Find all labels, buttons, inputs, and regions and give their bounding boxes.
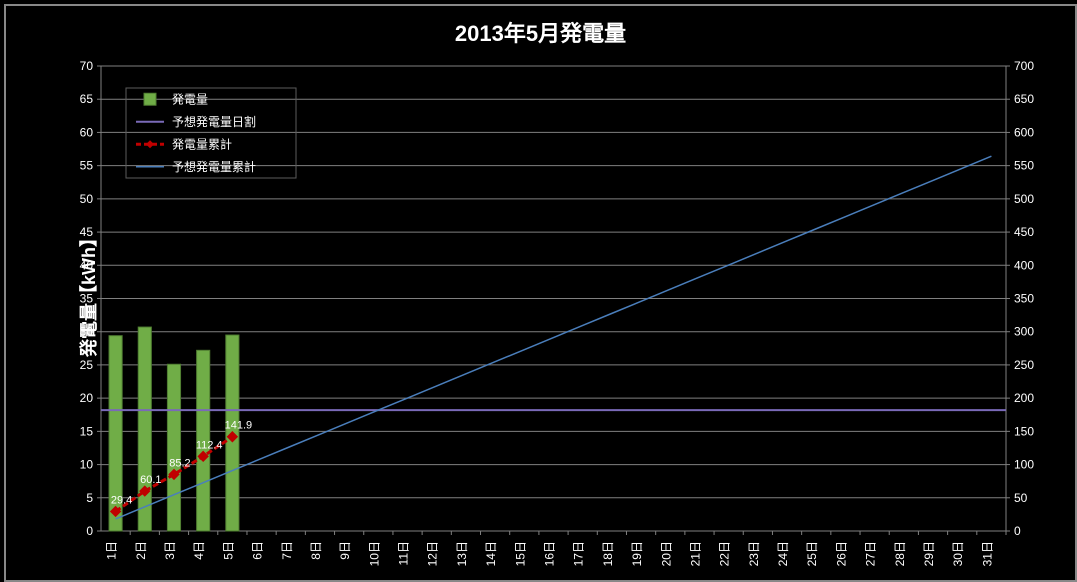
svg-text:13日: 13日 — [455, 541, 469, 566]
svg-text:350: 350 — [1014, 292, 1034, 306]
chart-frame: 2013年5月発電量 発電量【kWh】 05101520253035404550… — [4, 4, 1077, 582]
svg-text:15日: 15日 — [513, 541, 527, 566]
svg-text:100: 100 — [1014, 458, 1034, 472]
svg-text:500: 500 — [1014, 192, 1034, 206]
svg-text:15: 15 — [80, 424, 94, 438]
svg-text:発電量: 発電量 — [172, 92, 208, 106]
svg-text:31日: 31日 — [980, 541, 994, 566]
svg-text:55: 55 — [80, 159, 94, 173]
svg-text:23日: 23日 — [747, 541, 761, 566]
svg-text:10日: 10日 — [367, 541, 381, 566]
svg-text:1日: 1日 — [105, 541, 119, 560]
bar — [138, 327, 151, 531]
svg-text:25日: 25日 — [805, 541, 819, 566]
svg-text:35: 35 — [80, 292, 94, 306]
svg-text:550: 550 — [1014, 159, 1034, 173]
svg-text:19日: 19日 — [630, 541, 644, 566]
svg-text:予想発電量累計: 予想発電量累計 — [172, 159, 256, 174]
svg-text:30: 30 — [80, 325, 94, 339]
chart-svg: 0510152025303540455055606570050100150200… — [6, 6, 1075, 580]
cumulative-label: 112.4 — [196, 439, 223, 451]
svg-text:40: 40 — [80, 258, 94, 272]
svg-text:20日: 20日 — [659, 541, 673, 566]
svg-text:6日: 6日 — [251, 541, 265, 560]
svg-text:18日: 18日 — [601, 541, 615, 566]
svg-text:14日: 14日 — [484, 541, 498, 566]
svg-text:60: 60 — [80, 125, 94, 139]
svg-text:22日: 22日 — [718, 541, 732, 566]
svg-text:3日: 3日 — [163, 541, 177, 560]
svg-text:11日: 11日 — [397, 541, 411, 565]
svg-text:16日: 16日 — [543, 541, 557, 566]
svg-text:17日: 17日 — [572, 541, 586, 566]
svg-text:12日: 12日 — [426, 541, 440, 566]
svg-text:予想発電量日割: 予想発電量日割 — [172, 114, 256, 129]
svg-text:0: 0 — [86, 524, 93, 538]
svg-text:0: 0 — [1014, 524, 1021, 538]
svg-text:50: 50 — [80, 192, 94, 206]
svg-text:30日: 30日 — [951, 541, 965, 566]
svg-text:26日: 26日 — [834, 541, 848, 566]
cumulative-label: 85.2 — [169, 457, 190, 469]
svg-text:65: 65 — [80, 92, 94, 106]
svg-text:150: 150 — [1014, 424, 1034, 438]
svg-text:4日: 4日 — [192, 541, 206, 560]
svg-text:50: 50 — [1014, 491, 1028, 505]
svg-text:300: 300 — [1014, 325, 1034, 339]
svg-text:70: 70 — [80, 59, 94, 73]
svg-text:2日: 2日 — [134, 541, 148, 560]
svg-text:9日: 9日 — [338, 541, 352, 560]
svg-text:24日: 24日 — [776, 541, 790, 566]
svg-text:7日: 7日 — [280, 541, 294, 560]
svg-text:28日: 28日 — [893, 541, 907, 566]
svg-text:20: 20 — [80, 391, 94, 405]
svg-text:700: 700 — [1014, 59, 1034, 73]
svg-text:21日: 21日 — [688, 541, 702, 566]
svg-text:5: 5 — [86, 491, 93, 505]
cumulative-label: 141.9 — [225, 420, 253, 432]
svg-text:8日: 8日 — [309, 541, 323, 560]
bar — [167, 364, 180, 531]
cumulative-label: 60.1 — [140, 474, 161, 486]
svg-text:400: 400 — [1014, 258, 1034, 272]
svg-text:発電量累計: 発電量累計 — [172, 136, 232, 151]
svg-text:200: 200 — [1014, 391, 1034, 405]
svg-text:450: 450 — [1014, 225, 1034, 239]
svg-text:250: 250 — [1014, 358, 1034, 372]
legend: 発電量予想発電量日割発電量累計予想発電量累計 — [126, 88, 296, 178]
cumulative-label: 29.4 — [111, 494, 132, 506]
svg-text:27日: 27日 — [864, 541, 878, 566]
svg-text:25: 25 — [80, 358, 94, 372]
svg-text:10: 10 — [80, 458, 94, 472]
svg-text:600: 600 — [1014, 125, 1034, 139]
svg-text:45: 45 — [80, 225, 94, 239]
svg-text:29日: 29日 — [922, 541, 936, 566]
svg-text:5日: 5日 — [221, 541, 235, 560]
svg-text:650: 650 — [1014, 92, 1034, 106]
